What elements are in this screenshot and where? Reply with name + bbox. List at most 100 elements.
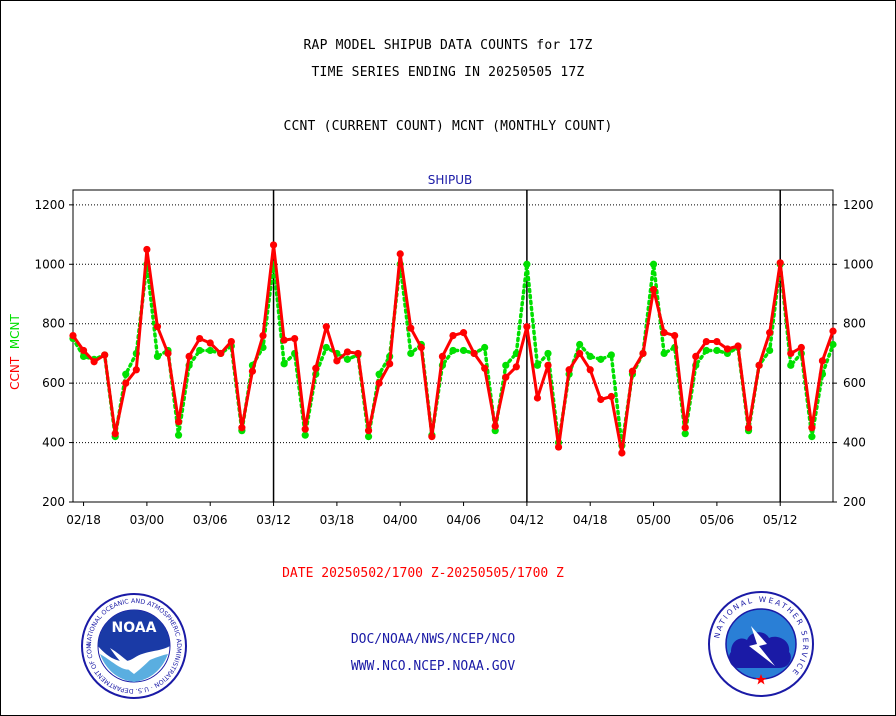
data-point-ccnt xyxy=(470,349,478,358)
data-point-ccnt xyxy=(259,332,267,340)
data-point-ccnt xyxy=(122,379,130,387)
data-point-ccnt xyxy=(322,323,330,331)
data-point-mcnt xyxy=(375,370,383,378)
data-point-ccnt xyxy=(618,449,626,457)
data-point-ccnt xyxy=(565,366,573,374)
data-point-ccnt xyxy=(101,351,109,359)
data-point-mcnt xyxy=(459,346,468,355)
data-point-mcnt xyxy=(196,346,204,355)
data-point-ccnt xyxy=(90,358,98,366)
data-point-ccnt xyxy=(312,364,320,372)
x-tick-label: 03/12 xyxy=(256,513,291,527)
data-point-ccnt xyxy=(660,329,668,337)
data-point-ccnt xyxy=(291,334,299,343)
data-point-ccnt xyxy=(755,361,763,369)
data-point-ccnt xyxy=(628,367,637,375)
data-point-mcnt xyxy=(449,346,457,355)
data-point-mcnt xyxy=(576,340,584,349)
data-point-ccnt xyxy=(576,349,584,358)
y-tick-label-left: 400 xyxy=(42,436,65,450)
data-point-mcnt xyxy=(808,433,816,441)
y-tick-label-left: 1000 xyxy=(34,257,65,271)
data-point-ccnt xyxy=(681,424,689,432)
y-axis-label-mcnt: MCNT xyxy=(8,313,22,349)
data-point-mcnt xyxy=(301,431,309,439)
plot-border xyxy=(72,189,834,503)
data-point-ccnt xyxy=(797,343,805,352)
data-point-ccnt xyxy=(512,363,520,371)
data-point-ccnt xyxy=(502,373,510,381)
data-point-mcnt xyxy=(681,430,689,438)
data-point-mcnt xyxy=(533,361,542,369)
data-point-ccnt xyxy=(449,332,457,340)
x-tick-label: 02/18 xyxy=(66,513,101,527)
data-point-ccnt xyxy=(269,241,278,249)
data-point-ccnt xyxy=(491,422,499,430)
data-point-ccnt xyxy=(417,343,425,352)
data-point-ccnt xyxy=(744,424,753,432)
y-axis-label-ccnt: CCNT xyxy=(8,356,22,390)
y-tick-label-right: 1200 xyxy=(843,198,874,212)
y-tick-label-left: 200 xyxy=(42,495,65,509)
chart-subtitle: CCNT (CURRENT COUNT) MCNT (MONTHLY COUNT… xyxy=(283,119,613,134)
axis-layer: 200 200 400 400 600 600 800 800 1000 1000 1200 1200… xyxy=(34,189,874,527)
data-point-ccnt xyxy=(386,360,394,368)
nws-logo: NATIONAL WEATHER SERVICE xyxy=(708,591,814,697)
data-point-mcnt xyxy=(829,340,837,349)
y-tick-label-left: 1200 xyxy=(34,198,65,212)
date-range: DATE 20250502/1700 Z-20250505/1700 Z xyxy=(282,566,564,581)
data-point-mcnt xyxy=(597,355,605,363)
y-axis-title: CCNT MCNT xyxy=(8,313,22,389)
y-tick-label-right: 800 xyxy=(843,317,866,331)
data-point-mcnt xyxy=(153,352,162,360)
data-point-ccnt xyxy=(206,339,214,347)
data-point-ccnt xyxy=(354,349,362,358)
y-tick-label-right: 600 xyxy=(843,376,866,390)
data-point-mcnt xyxy=(649,260,658,268)
data-point-ccnt xyxy=(164,349,172,358)
data-point-ccnt xyxy=(702,337,710,346)
data-point-mcnt xyxy=(122,370,130,378)
data-point-ccnt xyxy=(79,346,88,355)
data-point-ccnt xyxy=(375,379,383,387)
data-point-ccnt xyxy=(523,323,531,331)
data-point-mcnt xyxy=(702,346,710,355)
data-point-ccnt xyxy=(713,337,721,346)
data-point-ccnt xyxy=(301,425,309,433)
y-tick-label-right: 400 xyxy=(843,436,866,450)
data-point-ccnt xyxy=(544,361,552,369)
y-tick-label-left: 800 xyxy=(42,317,65,331)
data-point-mcnt xyxy=(607,351,615,359)
data-point-ccnt xyxy=(343,348,352,356)
data-point-ccnt xyxy=(185,352,193,360)
website-link[interactable]: WWW.NCO.NCEP.NOAA.GOV xyxy=(350,659,516,674)
x-tick-label: 04/18 xyxy=(573,513,608,527)
data-point-ccnt xyxy=(438,352,447,360)
x-tick-label: 05/00 xyxy=(636,513,671,527)
data-point-ccnt xyxy=(217,349,225,358)
data-point-mcnt xyxy=(502,361,510,369)
data-point-ccnt xyxy=(671,332,679,340)
panel-label: SHIPUB xyxy=(428,173,472,187)
data-point-mcnt xyxy=(544,349,552,358)
data-point-ccnt xyxy=(692,352,700,360)
data-point-ccnt xyxy=(829,327,837,335)
data-point-ccnt xyxy=(227,337,235,346)
y-tick-label-right: 200 xyxy=(843,495,866,509)
data-point-ccnt xyxy=(364,427,373,435)
data-point-mcnt xyxy=(481,343,489,352)
data-point-ccnt xyxy=(734,342,742,350)
data-point-ccnt xyxy=(586,366,594,374)
data-point-ccnt xyxy=(132,366,140,374)
data-point-ccnt xyxy=(333,357,341,365)
data-point-ccnt xyxy=(428,433,436,441)
data-point-ccnt xyxy=(554,443,563,451)
data-point-mcnt xyxy=(407,349,415,358)
data-point-ccnt xyxy=(248,367,257,375)
data-point-ccnt xyxy=(396,250,404,258)
data-point-ccnt xyxy=(69,332,77,340)
data-point-ccnt xyxy=(196,334,204,343)
grid-layer xyxy=(73,190,833,502)
data-point-ccnt xyxy=(481,364,489,372)
